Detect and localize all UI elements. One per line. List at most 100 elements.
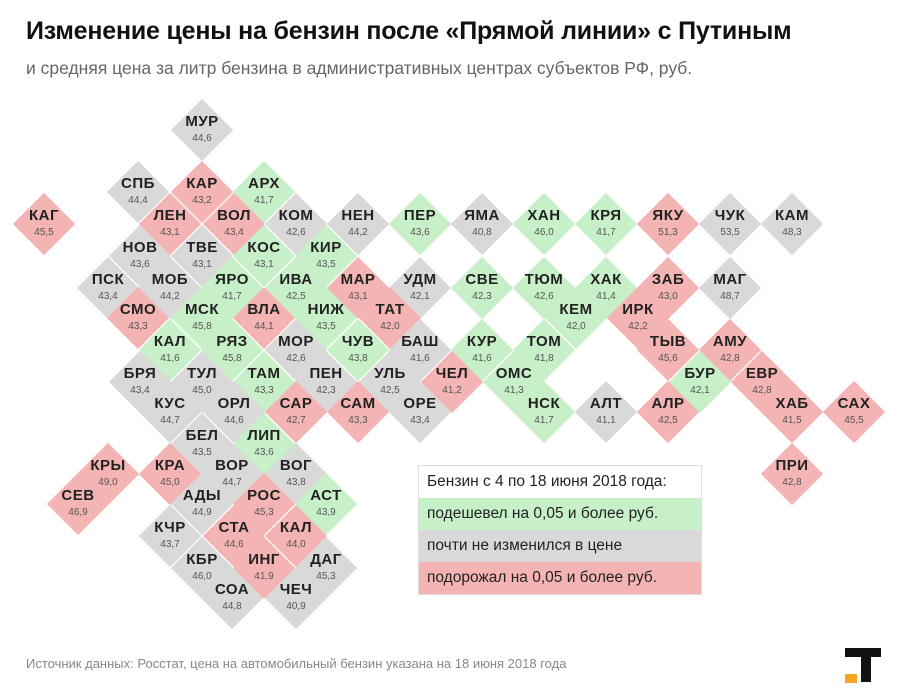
region-code: АЛТ bbox=[589, 395, 623, 412]
region-code: ХАК bbox=[590, 271, 622, 288]
region-code: ПЕН bbox=[309, 365, 343, 382]
region-tile: МСК 45,8 bbox=[170, 286, 234, 350]
region-tile: ДАГ 45,3 bbox=[294, 536, 358, 600]
region-tile: ПСК 43,4 bbox=[76, 256, 140, 320]
region-code: АМУ bbox=[712, 333, 748, 350]
region-tile: КЧР 43,7 bbox=[138, 504, 202, 568]
region-tile: САР 42,7 bbox=[264, 380, 328, 444]
region-code: КАР bbox=[186, 175, 218, 192]
region-tile: КЕМ 42,0 bbox=[544, 286, 608, 350]
region-code: КАЛ bbox=[153, 333, 187, 350]
region-tile: МОБ 44,2 bbox=[138, 256, 202, 320]
region-tile: ИРК 42,2 bbox=[606, 286, 670, 350]
region-tile: ЧЕЧ 40,9 bbox=[264, 566, 328, 630]
region-diamond bbox=[450, 192, 514, 256]
region-tile: ТВЕ 43,1 bbox=[170, 224, 234, 288]
region-code: ДАГ bbox=[310, 551, 342, 568]
region-tile: ЕВР 42,8 bbox=[730, 350, 794, 414]
region-tile: ЯКУ 51,3 bbox=[636, 192, 700, 256]
region-price: 43,4 bbox=[130, 385, 150, 396]
region-code: КОМ bbox=[278, 207, 314, 224]
region-tile: ЧУК 53,5 bbox=[698, 192, 762, 256]
region-tile: ИНГ 41,9 bbox=[232, 536, 296, 600]
region-price: 44,2 bbox=[160, 291, 180, 302]
region-code: ЕВР bbox=[745, 365, 779, 382]
region-tile: ЛЕН 43,1 bbox=[138, 192, 202, 256]
region-tile: ПЕН 42,3 bbox=[294, 350, 358, 414]
region-code: ТЮМ bbox=[524, 271, 564, 288]
region-price: 45,3 bbox=[254, 507, 274, 518]
region-tile: КИР 43,5 bbox=[294, 224, 358, 288]
region-code: БУР bbox=[684, 365, 716, 382]
region-tile: ВОГ 43,8 bbox=[264, 442, 328, 506]
region-tile: ЯРО 41,7 bbox=[200, 256, 264, 320]
region-price: 44,9 bbox=[192, 507, 212, 518]
source-note: Источник данных: Росстат, цена на автомо… bbox=[26, 656, 567, 671]
region-tile: САМ 43,3 bbox=[326, 380, 390, 444]
region-price: 42,0 bbox=[566, 321, 586, 332]
region-price: 43,8 bbox=[286, 477, 306, 488]
region-tile: ТАМ 43,3 bbox=[232, 350, 296, 414]
region-tile: ЧУВ 43,8 bbox=[326, 318, 390, 382]
region-code: ВОР bbox=[215, 457, 249, 474]
region-diamond bbox=[760, 192, 824, 256]
region-price: 45,6 bbox=[658, 353, 678, 364]
region-price: 43,4 bbox=[410, 415, 430, 426]
region-price: 43,1 bbox=[192, 259, 212, 270]
region-price: 42,0 bbox=[380, 321, 400, 332]
region-tile: ОРЛ 44,6 bbox=[202, 380, 266, 444]
region-diamond bbox=[698, 192, 762, 256]
region-diamond bbox=[636, 380, 700, 444]
region-code: ЧУВ bbox=[341, 333, 375, 350]
region-price: 41,3 bbox=[504, 385, 524, 396]
region-code: ЧЕЛ bbox=[435, 365, 469, 382]
region-diamond bbox=[450, 256, 514, 320]
region-diamond bbox=[512, 380, 576, 444]
chart-title: Изменение цены на бензин после «Прямой л… bbox=[26, 17, 792, 45]
region-diamond bbox=[388, 192, 452, 256]
region-code: ОРЕ bbox=[403, 395, 437, 412]
region-tile: НЕН 44,2 bbox=[326, 192, 390, 256]
region-tile: ЗАБ 43,0 bbox=[636, 256, 700, 320]
region-code: САМ bbox=[340, 395, 376, 412]
region-code: ИВА bbox=[279, 271, 313, 288]
region-tile: УЛЬ 42,5 bbox=[358, 350, 422, 414]
region-code: СПБ bbox=[121, 175, 155, 192]
region-tile: КАР 43,2 bbox=[170, 160, 234, 224]
region-diamond bbox=[264, 566, 328, 630]
region-diamond bbox=[760, 442, 824, 506]
legend-same: почти не изменился в цене bbox=[419, 530, 701, 562]
region-price: 46,0 bbox=[534, 227, 554, 238]
region-price: 43,1 bbox=[348, 291, 368, 302]
region-code: КРЫ bbox=[90, 457, 126, 474]
region-tile: СЕВ 46,9 bbox=[46, 472, 110, 536]
region-code: КУР bbox=[466, 333, 498, 350]
region-price: 44,6 bbox=[224, 539, 244, 550]
region-code: ХАБ bbox=[775, 395, 809, 412]
region-tile: СВЕ 42,3 bbox=[450, 256, 514, 320]
region-diamond bbox=[698, 256, 762, 320]
region-price: 45,0 bbox=[160, 477, 180, 488]
region-price: 40,8 bbox=[472, 227, 492, 238]
region-tile: КРА 45,0 bbox=[138, 442, 202, 506]
region-price: 44,1 bbox=[254, 321, 274, 332]
region-code: НОВ bbox=[122, 239, 158, 256]
region-code: НИЖ bbox=[307, 301, 345, 318]
region-tile: КРЯ 41,7 bbox=[574, 192, 638, 256]
region-code: ВОГ bbox=[279, 457, 313, 474]
region-code: МУР bbox=[185, 113, 219, 130]
region-tile: АСТ 43,9 bbox=[294, 472, 358, 536]
region-price: 42,2 bbox=[628, 321, 648, 332]
region-code: АДЫ bbox=[182, 487, 222, 504]
region-price: 42,5 bbox=[286, 291, 306, 302]
region-price: 42,8 bbox=[782, 477, 802, 488]
region-tile: БАШ 41,6 bbox=[388, 318, 452, 382]
region-price: 45,5 bbox=[844, 415, 864, 426]
region-price: 42,8 bbox=[720, 353, 740, 364]
region-price: 41,4 bbox=[596, 291, 616, 302]
region-code: ТАТ bbox=[375, 301, 405, 318]
region-code: ТАМ bbox=[247, 365, 281, 382]
region-tile: МАГ 48,7 bbox=[698, 256, 762, 320]
region-price: 45,8 bbox=[192, 321, 212, 332]
region-price: 43,2 bbox=[192, 195, 212, 206]
